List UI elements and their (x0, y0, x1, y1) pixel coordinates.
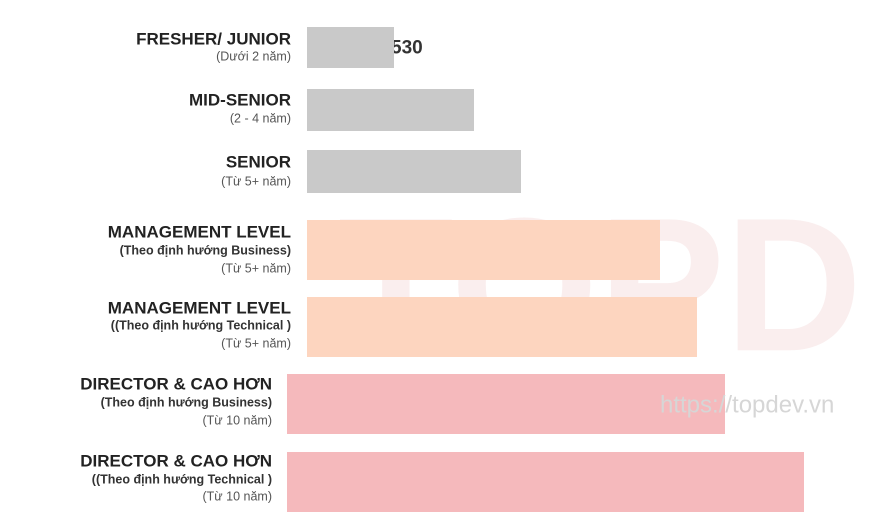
level-title: MANAGEMENT LEVEL (108, 222, 291, 241)
level-title: DIRECTOR & CAO HƠN (80, 374, 272, 393)
logo-watermark: TOPD (338, 179, 862, 391)
level-note: ((Theo định hướng Technical ) (111, 318, 291, 332)
level-note: (Theo định hướng Business) (101, 395, 272, 409)
level-note: (2 - 4 năm) (230, 111, 291, 125)
level-note: ((Theo định hướng Technical ) (92, 472, 272, 486)
level-title: DIRECTOR & CAO HƠN (80, 451, 272, 470)
level-note: (Từ 10 năm) (203, 413, 273, 427)
range-bar (307, 297, 697, 357)
range-bar (307, 27, 394, 68)
level-title: SENIOR (226, 152, 291, 171)
level-title: MID-SENIOR (189, 90, 291, 109)
range-bar (307, 150, 521, 193)
range-bar (307, 89, 474, 131)
level-note: (Theo định hướng Business) (120, 243, 291, 257)
url-watermark: https://topdev.vn (660, 391, 834, 418)
level-note: (Từ 5+ năm) (221, 261, 291, 275)
range-bar (287, 452, 804, 512)
level-note: (Dưới 2 năm) (216, 49, 291, 63)
level-title: FRESHER/ JUNIOR (136, 29, 291, 48)
level-note: (Từ 5+ năm) (221, 336, 291, 350)
level-note: (Từ 10 năm) (203, 489, 273, 503)
level-note: (Từ 5+ năm) (221, 174, 291, 188)
range-bar (307, 220, 660, 280)
range-bar (287, 374, 725, 434)
level-title: MANAGEMENT LEVEL (108, 298, 291, 317)
